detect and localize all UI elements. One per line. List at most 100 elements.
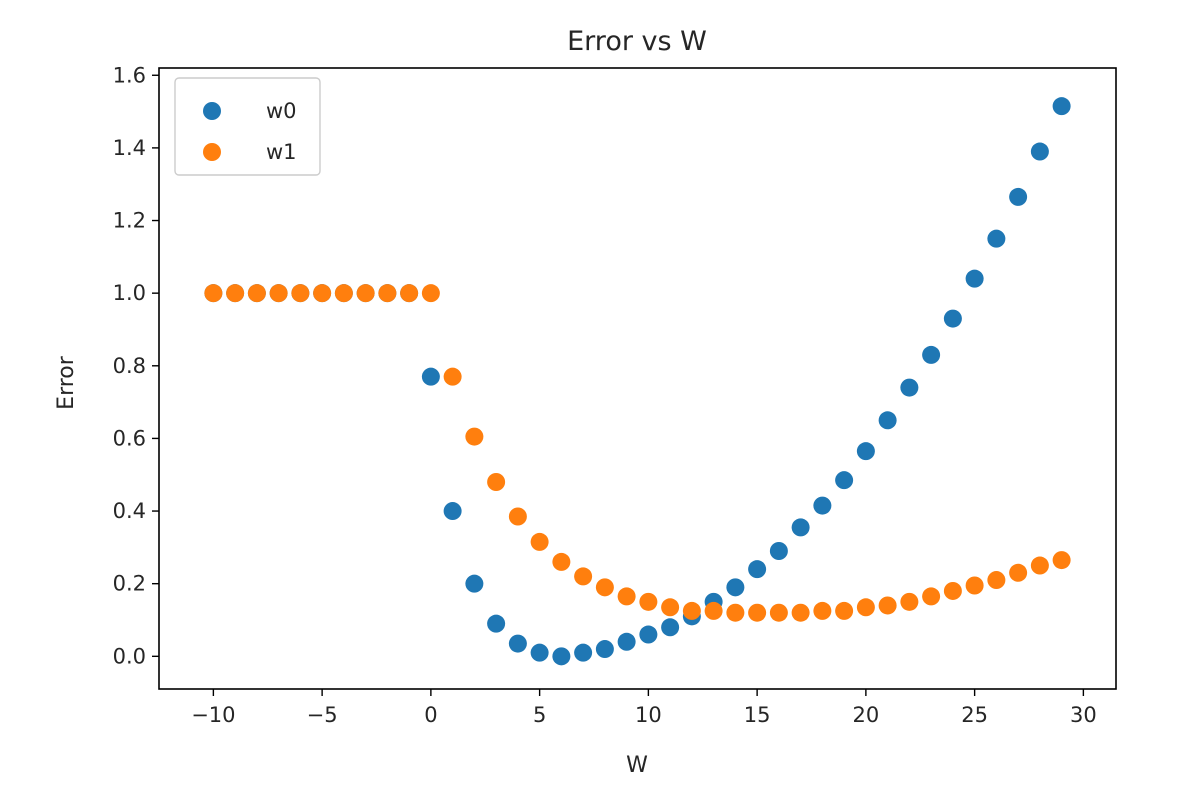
data-point-w1 (769, 603, 788, 622)
data-point-w0 (748, 560, 767, 579)
data-point-w1 (269, 284, 288, 303)
data-point-w0 (835, 471, 854, 490)
data-point-w1 (552, 552, 571, 571)
data-point-w1 (487, 473, 506, 491)
data-point-w1 (661, 598, 680, 617)
data-point-w1 (813, 601, 832, 620)
y-tick-label: 0.6 (113, 426, 146, 450)
data-point-w1 (922, 587, 941, 606)
data-point-w0 (617, 632, 636, 651)
data-point-w0 (574, 643, 593, 662)
legend-box (174, 77, 321, 176)
data-point-w0 (878, 411, 897, 430)
data-point-w0 (487, 614, 506, 633)
data-point-w0 (1009, 187, 1028, 206)
x-axis: −10 −5 0 5 10 15 20 25 30 (191, 689, 1097, 727)
plot-area (158, 67, 1117, 690)
data-point-w0 (813, 496, 832, 515)
data-point-w0 (530, 643, 549, 662)
data-point-w0 (661, 618, 680, 637)
x-tick-label: −5 (307, 703, 338, 727)
axes-frame (158, 67, 1117, 690)
data-point-w1 (530, 532, 549, 551)
data-point-w1 (291, 284, 310, 303)
data-point-w1 (617, 587, 636, 606)
x-tick-label: 20 (853, 703, 880, 727)
data-point-w1 (791, 603, 810, 622)
y-tick-label: 0.0 (113, 644, 146, 668)
y-tick-label: 0.8 (113, 354, 146, 378)
y-tick-label: 1.0 (113, 281, 146, 305)
data-point-w1 (508, 507, 527, 526)
data-point-w1 (900, 592, 919, 611)
y-tick-label: 1.2 (113, 209, 146, 233)
y-tick-label: 0.2 (113, 572, 146, 596)
data-point-w0 (508, 634, 527, 653)
data-point-w1 (878, 596, 897, 615)
x-tick-label: 15 (744, 703, 771, 727)
data-point-w0 (965, 269, 984, 288)
y-axis: 0.0 0.2 0.4 0.6 0.8 1.0 1.2 1.4 1.6 (113, 63, 159, 668)
data-point-w1 (443, 367, 462, 386)
data-point-w1 (682, 601, 701, 620)
data-point-w0 (595, 640, 614, 659)
data-point-w1 (943, 581, 962, 600)
data-point-w0 (726, 578, 745, 597)
data-point-w0 (922, 345, 941, 364)
data-point-w0 (1052, 97, 1071, 116)
legend-marker-w1 (203, 143, 221, 161)
data-point-w1 (726, 603, 745, 622)
x-tick-label: 30 (1070, 703, 1097, 727)
data-point-w0 (552, 647, 571, 666)
y-tick-label: 1.6 (113, 63, 146, 87)
y-axis-label: Error (54, 355, 79, 410)
data-point-w0 (465, 574, 484, 593)
legend-label-w1: w1 (266, 140, 297, 164)
data-point-w1 (378, 284, 397, 303)
legend-marker-w0 (203, 102, 221, 120)
data-point-w1 (987, 571, 1006, 590)
data-point-w1 (704, 601, 723, 620)
data-point-w1 (204, 284, 223, 303)
data-point-w0 (987, 229, 1006, 248)
data-point-w1 (1052, 551, 1071, 570)
data-point-w1 (356, 284, 375, 303)
x-tick-label: 0 (424, 703, 437, 727)
data-point-w1 (226, 284, 245, 303)
data-point-w1 (247, 284, 266, 303)
data-point-w0 (769, 542, 788, 560)
data-point-w1 (639, 592, 658, 611)
data-point-w0 (1030, 142, 1049, 161)
data-point-w0 (443, 502, 462, 521)
x-tick-label: 25 (961, 703, 988, 727)
y-tick-label: 0.4 (113, 499, 146, 523)
data-point-w1 (574, 567, 593, 586)
data-point-w0 (639, 625, 658, 644)
data-point-w0 (791, 518, 810, 537)
data-point-w0 (856, 442, 875, 461)
data-point-w1 (334, 284, 353, 303)
data-point-w1 (313, 284, 332, 303)
x-tick-label: −10 (191, 703, 235, 727)
data-point-w0 (943, 309, 962, 328)
data-point-w1 (465, 427, 484, 446)
data-point-w1 (1009, 563, 1028, 582)
data-point-w1 (856, 598, 875, 617)
data-point-w0 (421, 367, 440, 386)
data-point-w1 (1030, 556, 1049, 575)
x-tick-label: 5 (533, 703, 546, 727)
data-point-w1 (835, 601, 854, 620)
chart-title: Error vs W (567, 26, 707, 57)
x-tick-label: 10 (635, 703, 662, 727)
legend-label-w0: w0 (266, 99, 297, 123)
x-axis-label: W (626, 753, 648, 778)
data-point-w1 (965, 576, 984, 595)
data-point-w0 (900, 378, 919, 397)
data-point-w1 (595, 578, 614, 597)
data-point-w1 (400, 284, 419, 303)
y-tick-label: 1.4 (113, 136, 146, 160)
legend: w0 w1 (174, 77, 321, 176)
data-point-w1 (421, 284, 440, 303)
data-points (204, 97, 1071, 666)
